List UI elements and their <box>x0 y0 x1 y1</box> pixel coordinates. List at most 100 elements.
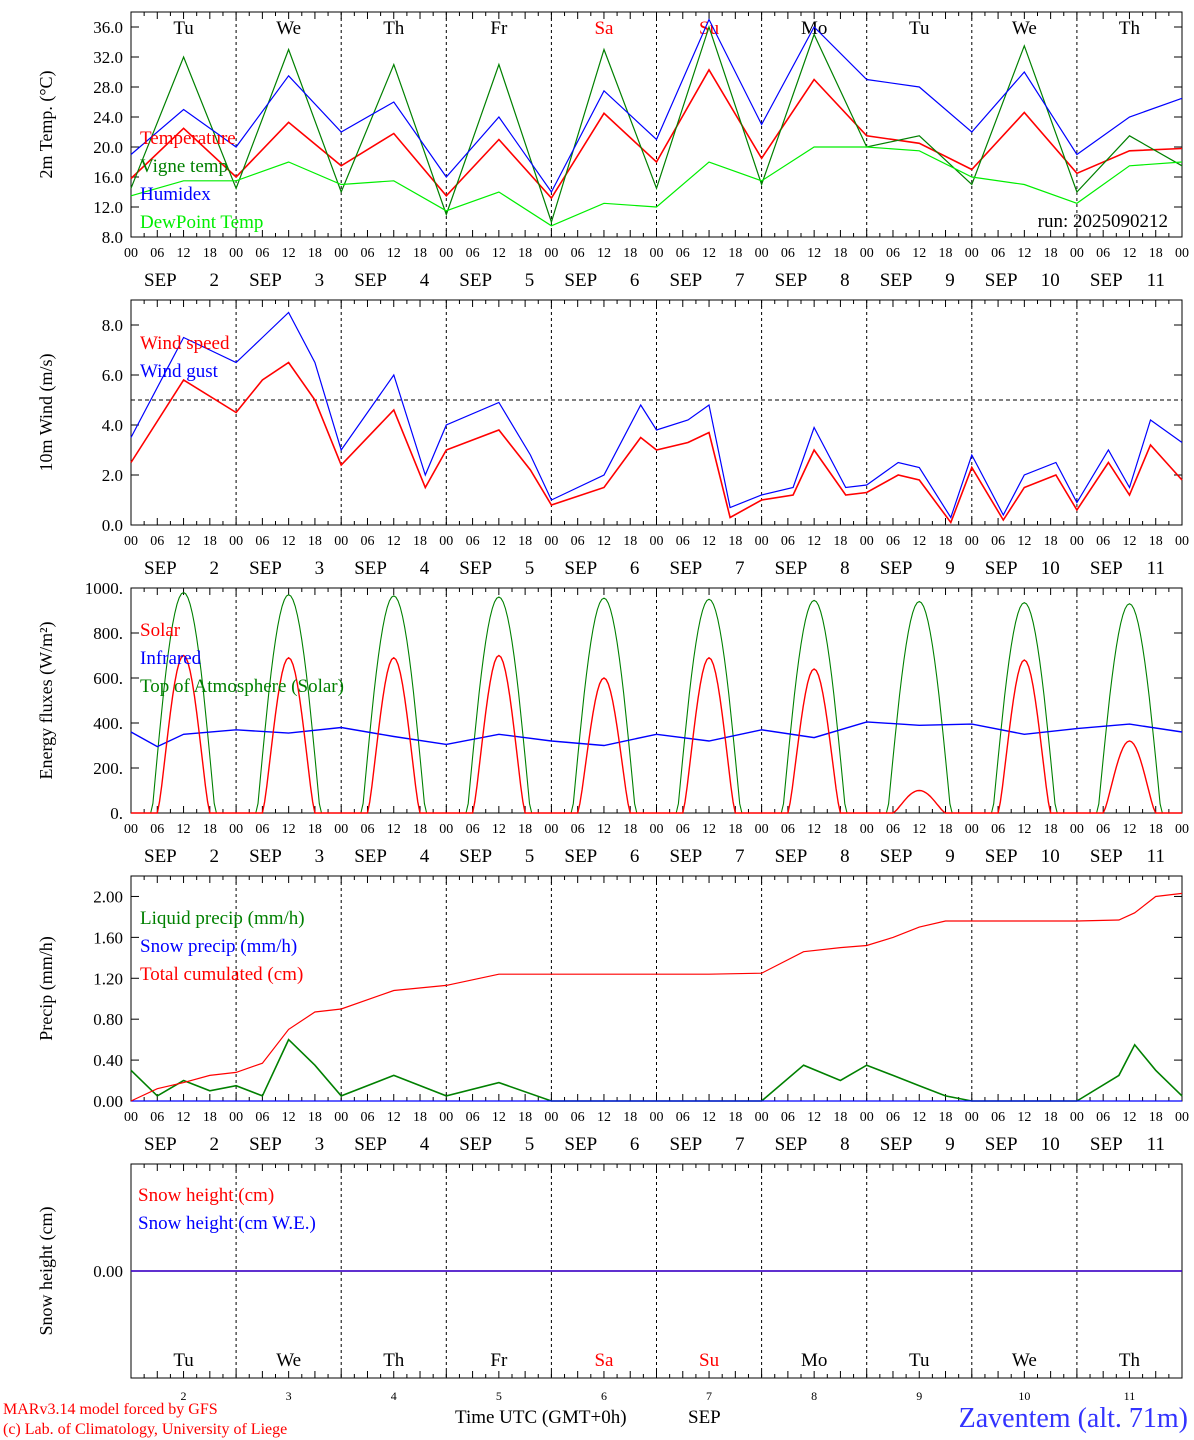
date-day: 5 <box>525 1134 535 1155</box>
weekday-label: We <box>276 1350 301 1371</box>
weekday-label: Tu <box>909 1350 930 1371</box>
date-day: 3 <box>315 846 325 867</box>
date-month: SEP <box>354 1134 387 1155</box>
date-month: SEP <box>775 846 808 867</box>
series-line-solar <box>131 654 1182 814</box>
hour-label: 06 <box>255 822 269 837</box>
hour-label: 06 <box>676 822 690 837</box>
date-day: 9 <box>945 1134 955 1155</box>
panel-1: 8.0 12.0 16.0 20.0 24.0 28.0 32.0 36.0 2m Temp. … <box>36 11 1189 291</box>
date-month: SEP <box>459 1134 492 1155</box>
day-number: 4 <box>391 1389 397 1403</box>
hour-label: 12 <box>177 1110 191 1125</box>
y-tick-label: 0.0 <box>102 516 123 535</box>
date-day: 3 <box>315 558 325 579</box>
weekday-label: We <box>276 18 301 39</box>
hour-label: 06 <box>466 534 480 549</box>
y-tick-label: 28.0 <box>93 78 123 97</box>
hour-label: 00 <box>755 534 769 549</box>
hour-label: 00 <box>229 534 243 549</box>
legend-entry: Wind gust <box>140 361 219 382</box>
hour-label: 00 <box>650 246 664 261</box>
hour-label: 18 <box>308 246 322 261</box>
hour-label: 06 <box>466 822 480 837</box>
date-month: SEP <box>144 1134 177 1155</box>
y-tick-label: 1.60 <box>93 928 123 947</box>
hour-label: 18 <box>728 246 742 261</box>
hour-label: 18 <box>833 1110 847 1125</box>
date-month: SEP <box>880 1134 913 1155</box>
date-day: 4 <box>420 270 430 291</box>
panel-3: 0. 200. 400. 600. 800. 1000. Energy fluxes (W/… <box>36 579 1189 867</box>
legend-entry: Humidex <box>140 184 211 205</box>
hour-label: 18 <box>1044 822 1058 837</box>
panel-2: 0.0 2.0 4.0 6.0 8.0 10m Wind (m/s) 00 06 12 18 00 0… <box>36 299 1189 579</box>
hour-label: 12 <box>807 534 821 549</box>
hour-label: 18 <box>413 246 427 261</box>
hour-label: 18 <box>1149 246 1163 261</box>
day-number: 7 <box>706 1389 712 1403</box>
hour-label: 12 <box>597 822 611 837</box>
date-month: SEP <box>670 270 703 291</box>
y-axis-title: Snow height (cm) <box>36 1207 57 1336</box>
hour-label: 18 <box>623 534 637 549</box>
date-day: 8 <box>840 558 850 579</box>
hour-label: 12 <box>912 534 926 549</box>
hour-label: 18 <box>1149 1110 1163 1125</box>
hour-label: 00 <box>755 1110 769 1125</box>
hour-label: 12 <box>387 246 401 261</box>
date-month: SEP <box>775 558 808 579</box>
date-month: SEP <box>880 558 913 579</box>
hour-label: 12 <box>177 246 191 261</box>
weekday-label: Sa <box>594 18 614 39</box>
y-tick-label: 0.00 <box>93 1262 123 1281</box>
hour-label: 18 <box>308 534 322 549</box>
weekday-label: Th <box>383 18 405 39</box>
date-month: SEP <box>144 270 177 291</box>
date-day: 10 <box>1041 270 1060 291</box>
hour-label: 18 <box>1149 822 1163 837</box>
series-line-infrared <box>130 721 1183 748</box>
series-line-2 <box>130 892 1183 1102</box>
date-month: SEP <box>564 1134 597 1155</box>
hour-label: 06 <box>360 822 374 837</box>
hour-label: 00 <box>650 534 664 549</box>
hour-label: 18 <box>623 246 637 261</box>
hour-label: 12 <box>282 534 296 549</box>
plot-frame <box>130 299 1183 526</box>
hour-label: 18 <box>308 822 322 837</box>
hour-label: 06 <box>676 1110 690 1125</box>
series-line-3 <box>130 146 1183 227</box>
hour-label: 00 <box>229 246 243 261</box>
y-tick-label: 6.0 <box>102 366 123 385</box>
hour-label: 06 <box>360 246 374 261</box>
date-month: SEP <box>1090 1134 1123 1155</box>
date-month: SEP <box>880 270 913 291</box>
date-day: 9 <box>945 558 955 579</box>
hour-label: 06 <box>1096 822 1110 837</box>
hour-label: 12 <box>597 246 611 261</box>
time-axis-month: SEP <box>688 1407 721 1428</box>
hour-label: 06 <box>991 822 1005 837</box>
hour-label: 00 <box>334 534 348 549</box>
weekday-label: We <box>1012 1350 1037 1371</box>
hour-label: 18 <box>833 246 847 261</box>
y-tick-label: 24.0 <box>93 108 123 127</box>
hour-label: 12 <box>912 822 926 837</box>
date-day: 4 <box>420 558 430 579</box>
hour-label: 06 <box>571 1110 585 1125</box>
y-tick-label: 600. <box>93 669 123 688</box>
date-month: SEP <box>985 1134 1018 1155</box>
legend-entry: Wind speed <box>140 333 230 354</box>
hour-label: 00 <box>544 534 558 549</box>
hour-label: 00 <box>1175 822 1189 837</box>
weekday-label: Tu <box>909 18 930 39</box>
hour-label: 06 <box>150 534 164 549</box>
time-axis-title: Time UTC (GMT+0h) <box>455 1407 627 1428</box>
hour-label: 18 <box>518 822 532 837</box>
date-month: SEP <box>985 846 1018 867</box>
date-month: SEP <box>670 846 703 867</box>
weekday-label: Tu <box>173 1350 194 1371</box>
hour-label: 18 <box>623 822 637 837</box>
date-day: 9 <box>945 270 955 291</box>
